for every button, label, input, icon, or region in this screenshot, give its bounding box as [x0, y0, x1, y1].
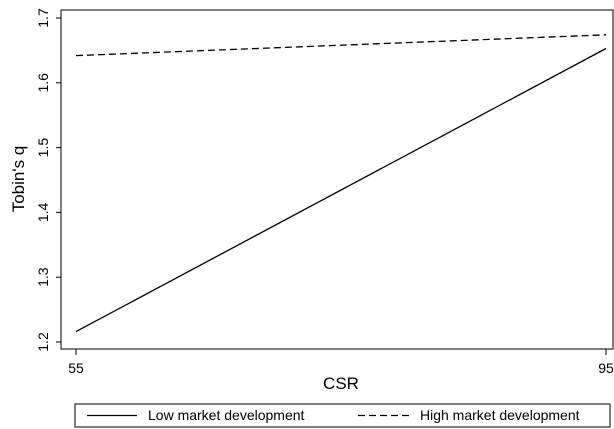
y-axis-title: Tobin's q [9, 146, 28, 213]
y-tick-label: 1.4 [35, 202, 51, 222]
x-tick-label: 95 [598, 360, 614, 376]
series-line-high-market-development [75, 34, 607, 57]
y-tick-label: 1.3 [35, 267, 51, 287]
plot-area-frame [60, 9, 614, 350]
x-tick-label: 55 [68, 360, 84, 376]
legend-label-low-market-development: Low market development [148, 407, 305, 423]
series-layer [75, 34, 607, 333]
y-tick-label: 1.7 [35, 8, 51, 28]
legend: Low market development High market develo… [74, 403, 611, 428]
y-axis: 1.2 1.3 1.4 1.5 1.6 1.7 [35, 8, 61, 352]
y-tick-label: 1.5 [35, 138, 51, 158]
y-tick-label: 1.2 [35, 332, 51, 352]
series-line-low-market-development [75, 47, 607, 333]
legend-box [74, 403, 611, 428]
x-axis: 55 95 [68, 349, 614, 376]
legend-label-high-market-development: High market development [420, 407, 580, 423]
x-axis-title: CSR [323, 374, 359, 393]
y-tick-label: 1.6 [35, 73, 51, 93]
